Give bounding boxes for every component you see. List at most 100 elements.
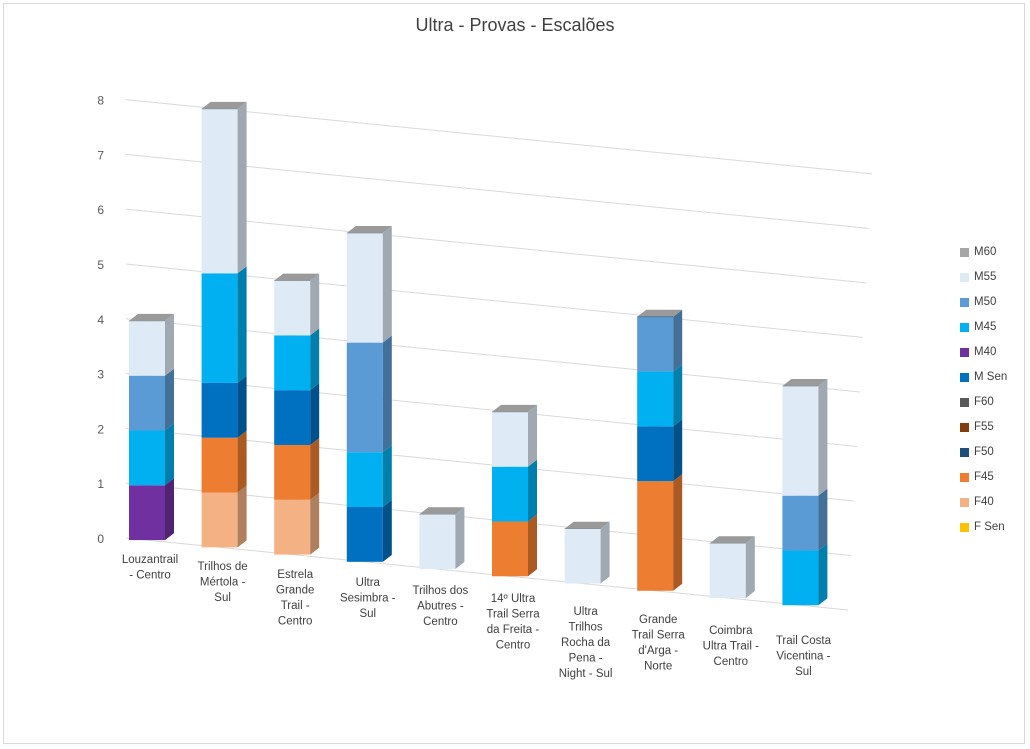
bar-top <box>346 226 392 234</box>
bar-segment-front <box>492 411 528 467</box>
legend-label: F60 <box>974 396 994 408</box>
category-label-line: Centro <box>496 640 531 652</box>
bar-stack <box>564 521 610 584</box>
bar-top <box>201 101 247 109</box>
bar-segment-side <box>165 423 174 486</box>
bar-stack <box>782 379 828 606</box>
category-label: Ultra Trilhos Rocha da Pena - Night - Sul <box>559 606 613 680</box>
y-tick-label: 4 <box>97 313 104 327</box>
category-label-line: Coimbra <box>709 625 753 637</box>
bar-segment <box>129 368 174 431</box>
category-label-line: Louzantrail <box>122 554 178 566</box>
bar-segment-front <box>346 342 383 453</box>
bar-stack <box>129 313 174 541</box>
bar-segment-front <box>129 375 165 431</box>
bar-segment-side <box>382 226 392 343</box>
bar-segment <box>129 478 174 541</box>
bar-segment-side <box>165 313 174 376</box>
bar-segment-side <box>310 437 320 500</box>
legend-item: M40 <box>960 344 996 360</box>
bar-segment <box>419 507 465 570</box>
bar-stack <box>709 536 755 599</box>
category-label-line: Centro <box>278 616 313 628</box>
bar-segment-side <box>673 474 683 591</box>
y-tick-label: 0 <box>97 532 104 546</box>
bar-segment-side <box>528 404 537 467</box>
y-tick-label: 6 <box>97 203 104 217</box>
category-label-line: Trail Serra <box>632 630 686 642</box>
bar-segment <box>492 459 537 522</box>
bar-segment-front <box>201 437 238 493</box>
gridline <box>125 318 861 393</box>
category-label-line: Grande <box>639 614 677 626</box>
category-label-line: Centro <box>423 616 458 628</box>
bar-segment-front <box>201 382 238 438</box>
bar-segment-side <box>382 500 392 562</box>
bar-segment-front <box>274 280 311 336</box>
legend-item: F55 <box>960 419 994 435</box>
legend-item: F50 <box>960 444 994 460</box>
category-label: Grande Trail Serra d'Arga - Norte <box>632 614 686 673</box>
bar-segment <box>782 543 828 606</box>
category-label-line: Grande <box>276 585 314 597</box>
bar-segment <box>492 514 537 577</box>
category-label: Trail Costa Vicentina - Sul <box>776 635 832 678</box>
category-label: Trilhos dos Abutres - Centro <box>412 585 468 628</box>
legend-swatch <box>960 347 969 357</box>
bar-segment-side <box>673 419 683 482</box>
bar-segment-side <box>310 273 320 336</box>
bar-segment <box>274 492 320 555</box>
bar-segment-front <box>201 273 238 383</box>
bar-segment-front <box>274 499 311 555</box>
bar-segment-side <box>818 543 828 606</box>
category-label: Ultra Sesimbra - Sul <box>340 577 396 620</box>
bar-stack <box>637 309 683 591</box>
legend-item: F40 <box>960 494 994 510</box>
legend-swatch <box>960 297 969 307</box>
category-label-line: Sul <box>214 592 231 604</box>
category-label-line: Centro <box>714 656 749 668</box>
category-label-line: Trail Costa <box>776 635 832 647</box>
legend-item: M55 <box>960 269 996 285</box>
legend-label: M Sen <box>974 371 1008 383</box>
gridline <box>125 208 867 284</box>
legend-item: F Sen <box>960 519 1005 535</box>
gridline <box>125 373 858 447</box>
bar-segment <box>492 404 537 467</box>
bar-segment <box>129 313 174 376</box>
category-label-line: d'Arga - <box>638 645 678 657</box>
category-label-line: da Freita - <box>487 624 540 636</box>
category-label-line: 14º Ultra <box>491 593 536 605</box>
y-tick-label: 5 <box>97 258 104 272</box>
bar-segment-side <box>310 383 320 445</box>
legend-swatch <box>960 472 969 482</box>
bar-segment <box>201 485 247 548</box>
legend-swatch <box>960 372 969 382</box>
bar-segment <box>274 383 320 445</box>
legend-label: M55 <box>974 271 997 283</box>
bar-segment-side <box>237 485 247 548</box>
y-tick-label: 1 <box>97 477 104 491</box>
bar-segment-side <box>528 459 537 522</box>
bar-segment-front <box>637 316 674 372</box>
legend-swatch <box>960 422 969 432</box>
legend-item: M60 <box>960 244 996 260</box>
category-label: Coimbra Ultra Trail - Centro <box>703 625 759 668</box>
x-axis-categories: Louzantrail - Centro Trilhos de Mértola - Su… <box>122 554 832 680</box>
category-label-line: Trilhos de <box>198 561 248 573</box>
legend-label: M40 <box>974 346 997 358</box>
legend-swatch <box>960 247 969 257</box>
category-label-line: Night - Sul <box>559 668 613 680</box>
legend-label: F50 <box>974 446 994 458</box>
bar-top <box>492 404 537 412</box>
bar-segment-side <box>237 101 247 274</box>
bar-segment <box>129 423 174 486</box>
legend-label: F40 <box>974 496 994 508</box>
bar-segment <box>637 309 683 372</box>
bar-top <box>782 379 828 387</box>
gridline <box>125 263 864 338</box>
y-tick-label: 8 <box>97 94 104 108</box>
gridlines <box>125 99 873 611</box>
bar-segment-side <box>818 379 828 496</box>
bar-top <box>274 273 320 281</box>
